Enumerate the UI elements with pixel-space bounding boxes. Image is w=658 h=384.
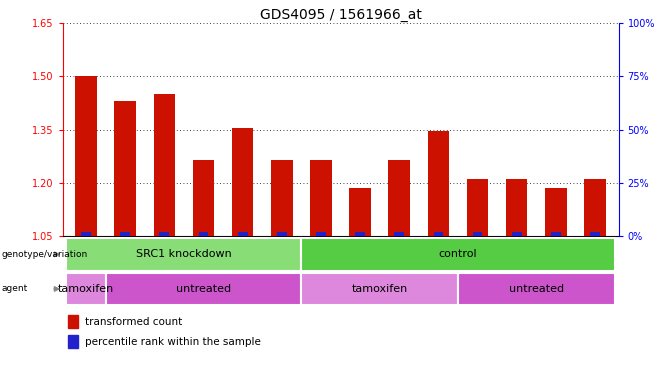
Bar [232,128,253,236]
Text: percentile rank within the sample: percentile rank within the sample [85,337,261,347]
Bar [551,232,561,236]
Bar [316,232,326,236]
Bar [114,101,136,236]
Bar [301,273,458,305]
Bar [355,232,365,236]
Bar [458,273,615,305]
Bar [388,160,410,236]
Bar [506,179,528,236]
Bar [193,160,215,236]
Bar [153,94,175,236]
Bar [394,232,404,236]
Bar [105,273,301,305]
Text: tamoxifen: tamoxifen [58,284,114,294]
Bar [545,188,567,236]
Text: genotype/variation: genotype/variation [1,250,88,259]
Bar [159,232,169,236]
Bar [472,232,482,236]
Text: untreated: untreated [509,284,564,294]
Bar [271,160,293,236]
Bar [199,232,209,236]
Bar [81,232,91,236]
Text: transformed count: transformed count [85,316,182,326]
Text: agent: agent [1,285,28,293]
Bar [120,232,130,236]
Text: control: control [439,249,477,260]
Text: untreated: untreated [176,284,231,294]
Bar [301,238,615,271]
Title: GDS4095 / 1561966_at: GDS4095 / 1561966_at [259,8,422,22]
Bar [277,232,287,236]
Bar [512,232,522,236]
Bar [66,238,301,271]
Bar [75,76,97,236]
Bar [428,131,449,236]
Bar [349,188,371,236]
Bar [467,179,488,236]
Bar [68,335,78,348]
Text: SRC1 knockdown: SRC1 knockdown [136,249,232,260]
Bar [310,160,332,236]
Text: tamoxifen: tamoxifen [351,284,408,294]
Bar [68,314,78,328]
Bar [238,232,247,236]
Bar [66,273,105,305]
Bar [584,179,606,236]
Bar [590,232,600,236]
Bar [434,232,443,236]
